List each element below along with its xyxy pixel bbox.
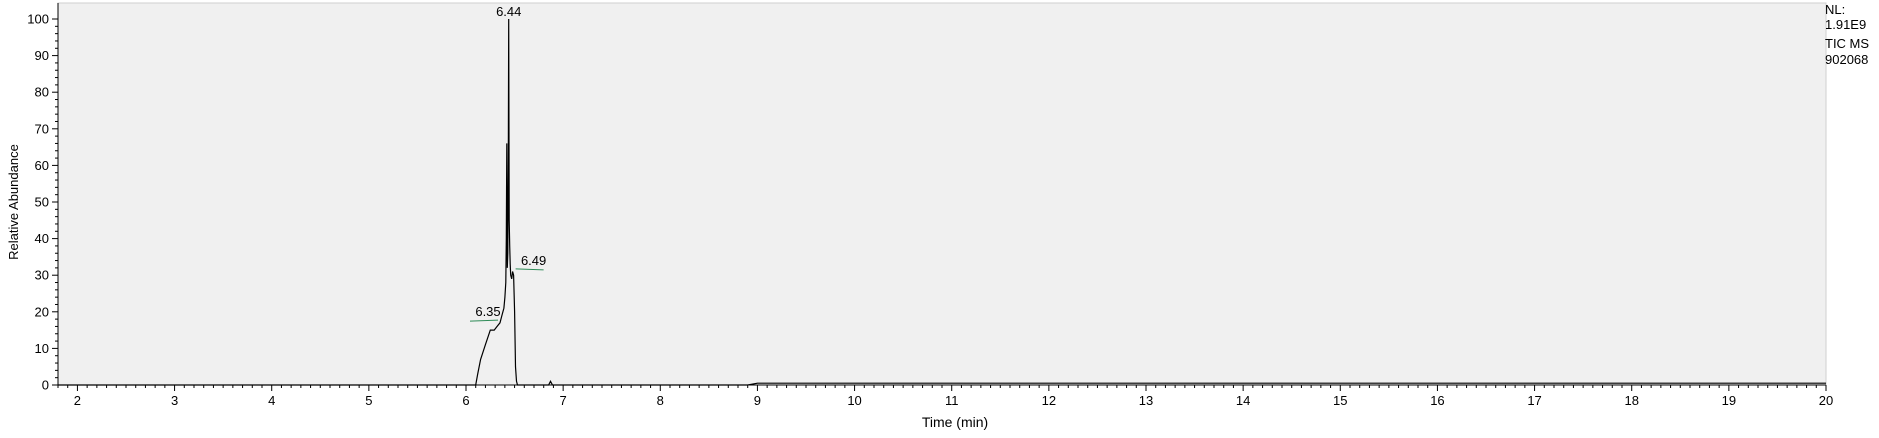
x-tick-label: 17 (1527, 393, 1541, 408)
x-tick-label: 15 (1333, 393, 1347, 408)
y-tick-label: 60 (35, 158, 49, 173)
trace-type-label: TIC MS (1825, 36, 1870, 51)
x-tick-label: 13 (1139, 393, 1153, 408)
peak-marker (515, 268, 544, 271)
plot-background (57, 2, 1827, 386)
peak-label: 6.49 (521, 253, 546, 268)
file-id-label: 902068 (1825, 52, 1869, 67)
y-tick-label: 90 (35, 48, 49, 63)
x-tick-label: 3 (171, 393, 178, 408)
x-tick-label: 7 (560, 393, 567, 408)
y-tick-label: 70 (35, 121, 49, 136)
x-tick-label: 12 (1042, 393, 1056, 408)
y-tick-label: 100 (27, 12, 49, 27)
x-tick-label: 5 (365, 393, 372, 408)
y-tick-label: 0 (42, 378, 49, 393)
y-axis-label: Relative Abundance (6, 144, 21, 260)
x-tick-label: 11 (945, 393, 959, 408)
x-tick-label: 14 (1236, 393, 1250, 408)
y-tick-label: 20 (35, 304, 49, 319)
x-axis-ticks: 2 3 4 5 6 7 8 9 10 11 12 13 14 15 16 17 18 19 20 (57, 385, 1833, 408)
x-axis-label: Time (min) (922, 414, 988, 430)
normalization-label: NL: (1825, 2, 1846, 17)
x-tick-label: 10 (847, 393, 861, 408)
y-axis-ticks: 0 10 20 30 40 50 60 70 80 90 100 (27, 12, 58, 393)
peak-label: 6.44 (496, 4, 521, 19)
peak-marker (469, 319, 499, 322)
x-tick-label: 16 (1430, 393, 1444, 408)
x-tick-label: 19 (1722, 393, 1736, 408)
x-tick-label: 6 (462, 393, 469, 408)
normalization-value: 1.91E9 (1825, 17, 1867, 32)
x-tick-label: 4 (268, 393, 275, 408)
y-tick-label: 10 (35, 341, 49, 356)
y-tick-label: 80 (35, 85, 49, 100)
x-tick-label: 18 (1624, 393, 1638, 408)
y-tick-label: 40 (35, 231, 49, 246)
x-tick-label: 20 (1819, 393, 1833, 408)
x-tick-label: 9 (754, 393, 761, 408)
y-tick-label: 30 (35, 268, 49, 283)
x-tick-label: 2 (74, 393, 81, 408)
peak-labels: 6.44 6.35 6.49 (469, 4, 546, 322)
x-tick-label: 8 (657, 393, 664, 408)
y-tick-label: 50 (35, 195, 49, 210)
peak-label: 6.35 (475, 304, 500, 319)
